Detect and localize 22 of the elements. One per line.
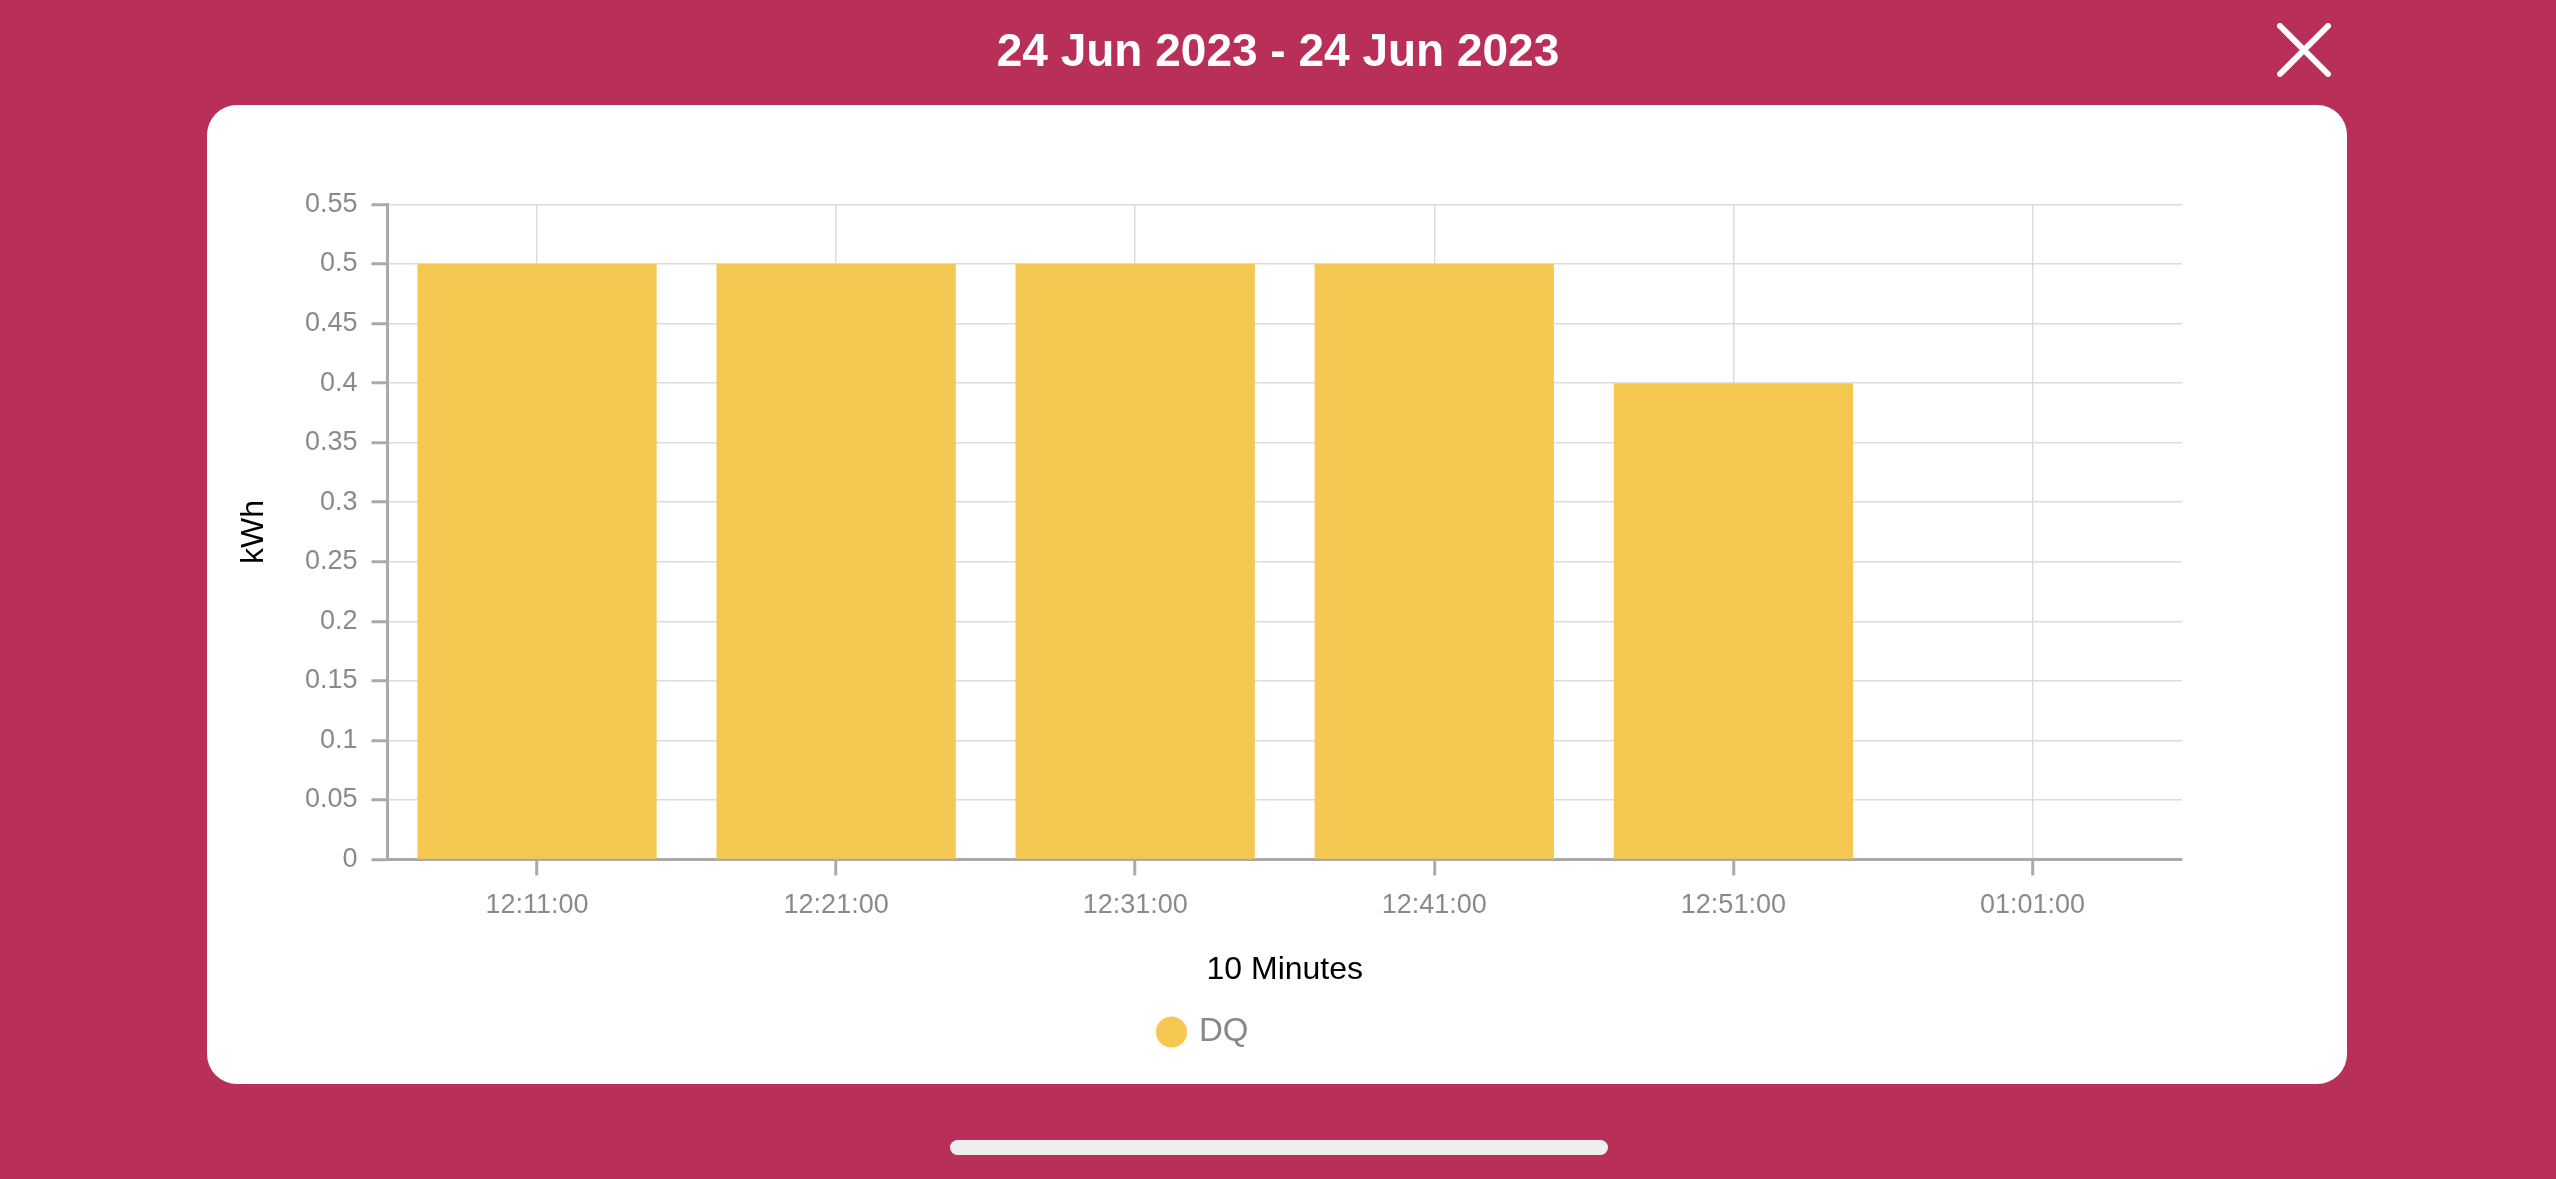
y-tick-label: 0.2 [319,604,358,635]
x-tick-label: 12:31:00 [1082,889,1188,920]
y-tick-label: 0.45 [304,307,358,338]
chart-title: 24 Jun 2023 - 24 Jun 2023 [995,23,1561,78]
x-tick-label: 12:11:00 [485,889,589,920]
y-tick-label: 0 [342,842,358,873]
y-tick-label: 0.05 [304,783,358,814]
x-tick-label: 12:41:00 [1381,889,1487,920]
y-tick-label: 0.25 [304,545,358,576]
x-axis-title: 10 Minutes [1206,950,1364,987]
y-axis-title: kWh [234,500,271,564]
y-tick-label: 0.35 [304,426,358,457]
y-tick-label: 0.4 [319,366,358,397]
y-tick-label: 0.3 [319,485,358,516]
y-tick-label: 0.5 [319,247,358,278]
y-tick-label: 0.15 [304,664,358,695]
x-tick-label: 01:01:00 [1979,889,2086,920]
x-tick-label: 12:21:00 [783,889,889,920]
x-tick-label: 12:51:00 [1680,889,1786,920]
y-tick-label: 0.1 [319,723,358,754]
y-tick-label: 0.55 [304,187,358,218]
legend-label: DQ [1199,1011,1249,1049]
